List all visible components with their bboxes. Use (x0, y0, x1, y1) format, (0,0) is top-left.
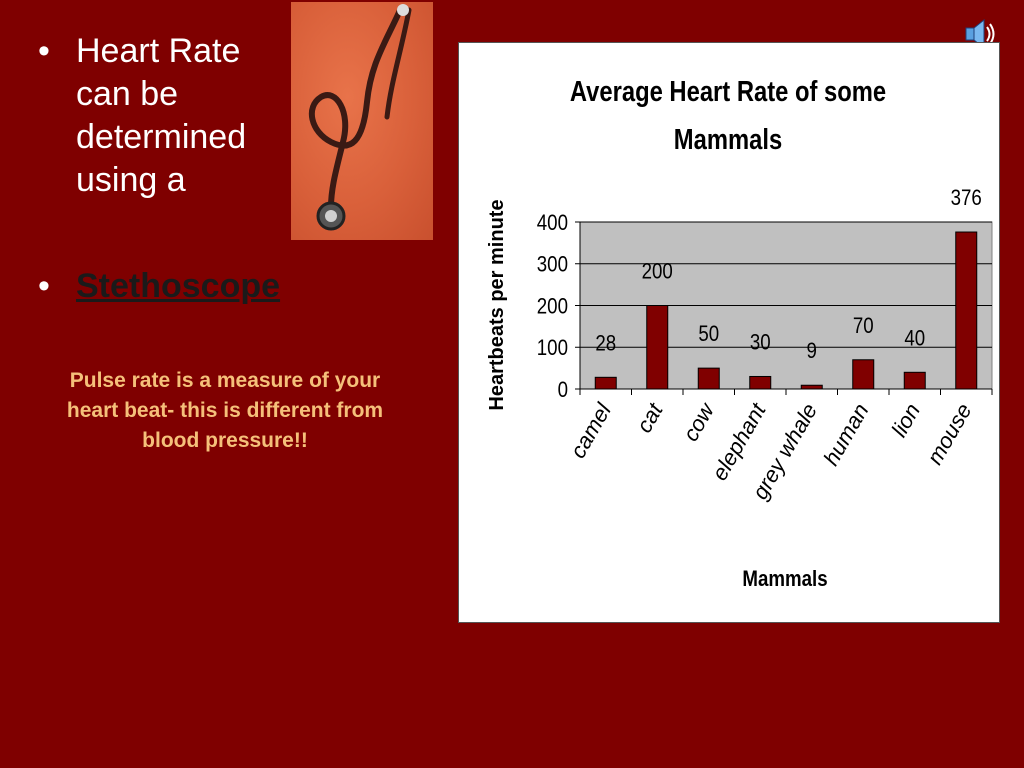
y-tick-label: 0 (558, 379, 568, 403)
bar-lion (903, 371, 926, 390)
bar-elephant (749, 375, 772, 390)
x-tick-label: cat (631, 398, 668, 437)
speaker-glyph (965, 18, 995, 50)
stethoscope-photo (291, 2, 433, 240)
bullet-list: • Heart Rate can be determined using a (36, 30, 296, 202)
x-tick-label: mouse (922, 399, 977, 469)
data-label: 50 (698, 323, 719, 347)
x-tick-label: human (818, 399, 873, 470)
data-label: 9 (807, 340, 817, 364)
bullet-marker: • (38, 267, 50, 305)
y-tick-label: 300 (537, 253, 568, 277)
x-tick-label: cow (678, 397, 720, 445)
bullet-marker: • (38, 32, 50, 70)
data-label: 30 (750, 331, 771, 355)
bar-human (852, 359, 875, 390)
bar-camel (594, 376, 617, 390)
bar-cat (646, 305, 669, 390)
data-label: 40 (904, 327, 925, 351)
x-tick-label: camel (565, 398, 617, 462)
y-tick-label: 200 (537, 295, 568, 319)
x-tick-label: lion (886, 399, 925, 441)
y-tick-label: 100 (537, 337, 568, 361)
bar-mouse (955, 231, 978, 390)
bullet-heart-rate-text: Heart Rate can be determined using a (76, 32, 247, 199)
pulse-note: Pulse rate is a measure of your heart be… (66, 369, 384, 452)
bullet-heart-rate: • Heart Rate can be determined using a (36, 30, 296, 202)
y-tick-label: 400 (537, 212, 568, 236)
bar-cow (697, 367, 720, 390)
bullet-stethoscope: • Stethoscope (36, 265, 280, 308)
stethoscope-icon (309, 4, 412, 231)
data-label: 376 (951, 187, 982, 211)
chart-title: Average Heart Rate of some Mammals (569, 76, 887, 156)
x-axis-title: Mammals (742, 566, 828, 591)
data-label: 70 (853, 314, 874, 338)
speaker-icon[interactable] (962, 16, 998, 52)
stethoscope-link[interactable]: Stethoscope (76, 267, 281, 305)
data-label: 28 (595, 332, 616, 356)
data-label: 200 (642, 260, 673, 284)
bar-grey-whale (800, 384, 823, 390)
